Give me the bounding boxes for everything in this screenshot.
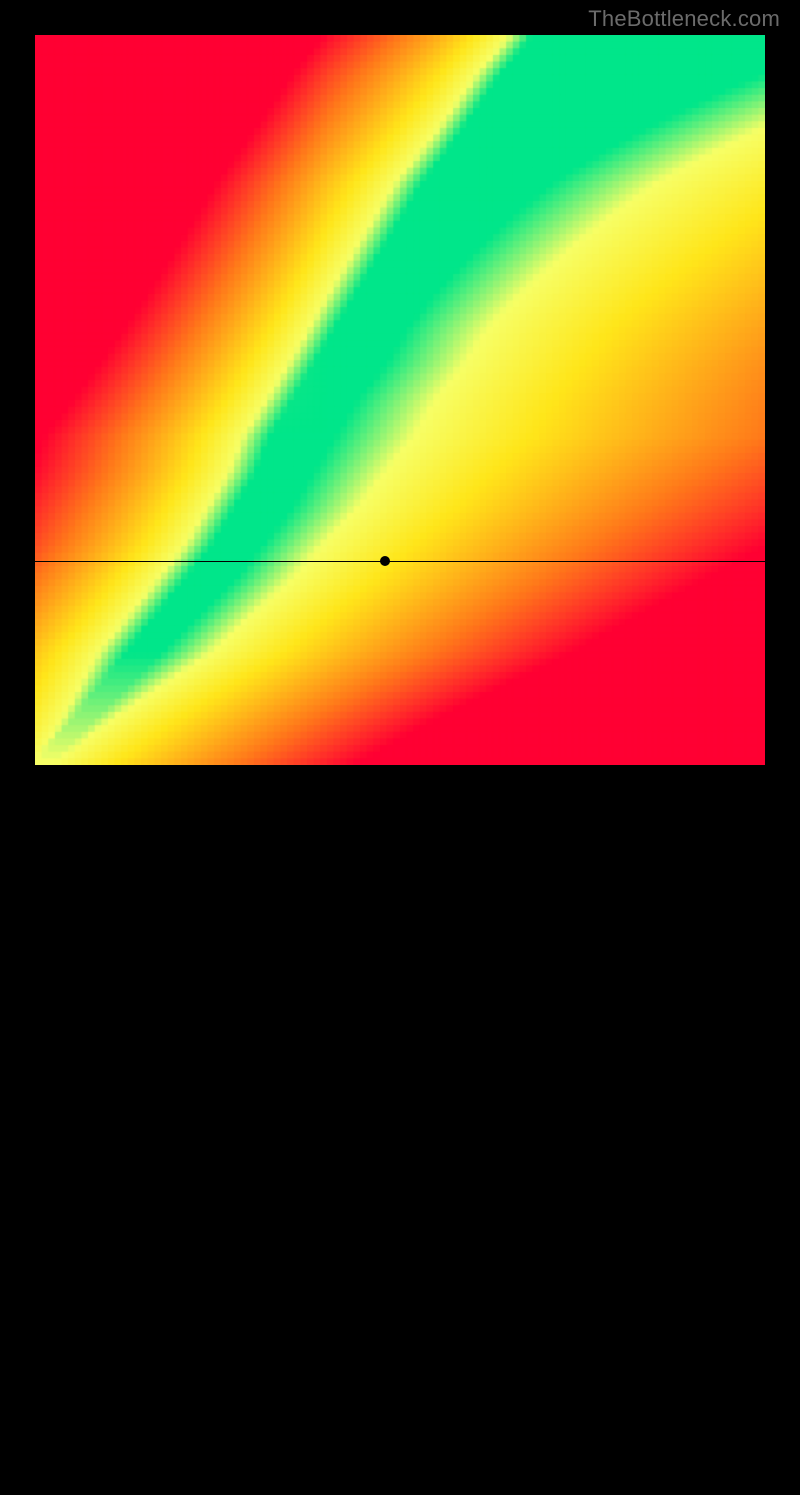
crosshair-horizontal — [35, 561, 765, 562]
crosshair-marker-dot — [380, 556, 390, 566]
crosshair-vertical — [385, 765, 386, 1495]
heatmap-canvas — [35, 35, 765, 765]
watermark-text: TheBottleneck.com — [588, 6, 780, 32]
bottleneck-heatmap — [35, 35, 765, 765]
